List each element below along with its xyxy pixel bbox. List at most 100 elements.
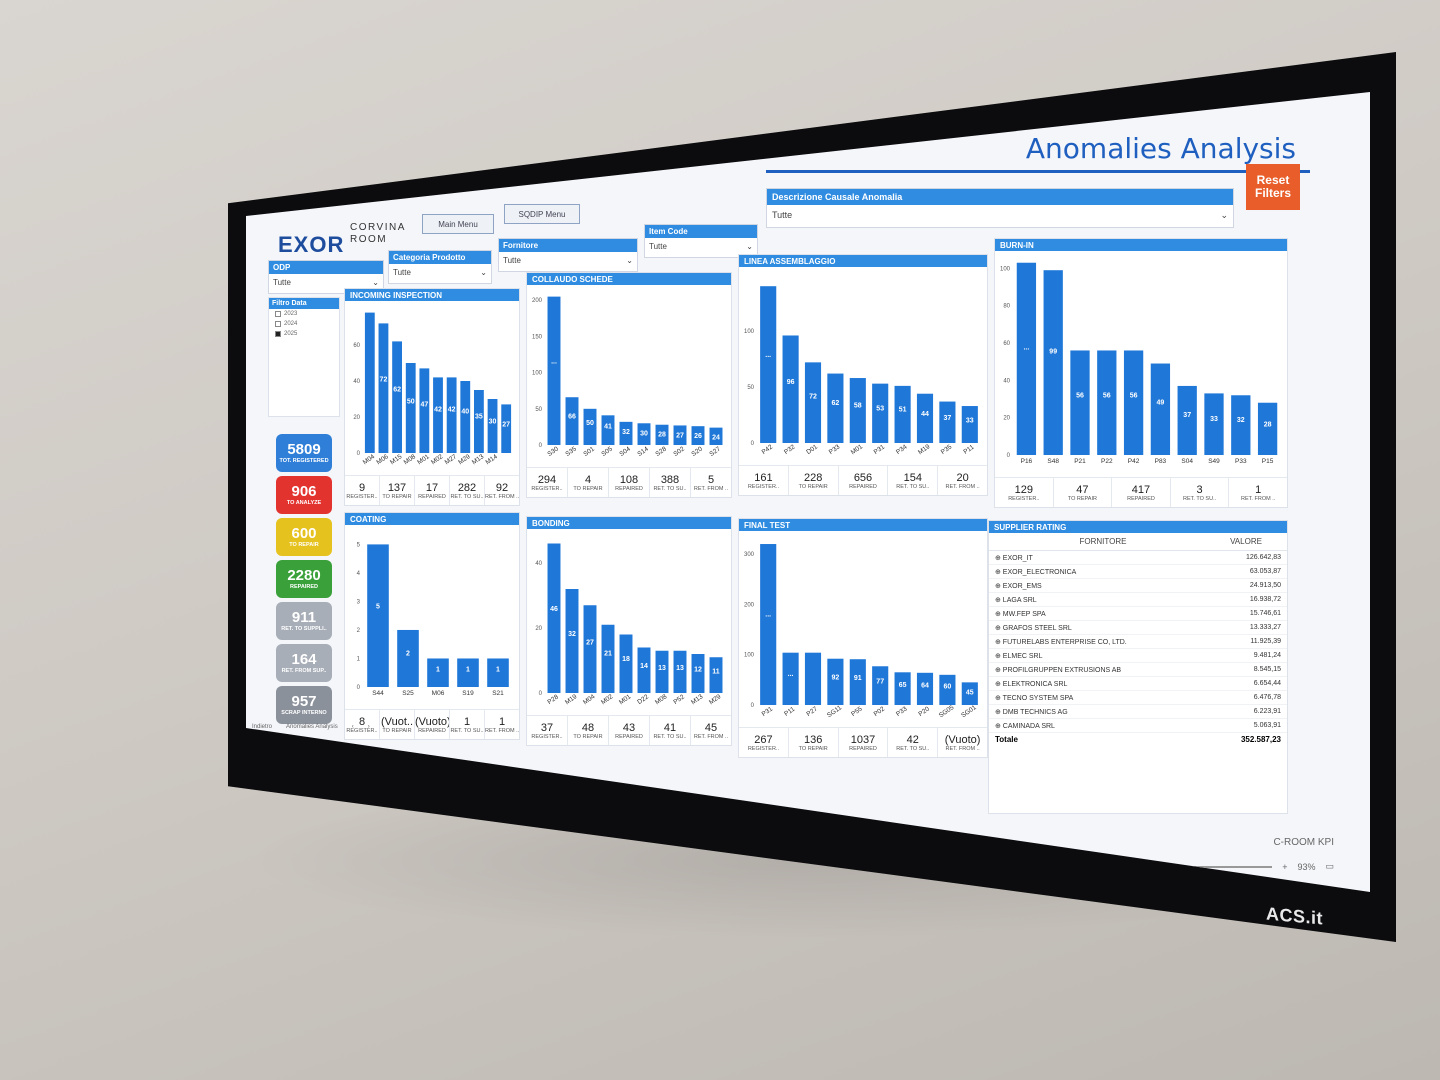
bar — [367, 544, 389, 687]
supplier-name: ⊕ MW.FEP SPA — [995, 610, 1046, 618]
filter-categoria[interactable]: Categoria Prodotto Tutte ⌄ — [388, 250, 492, 284]
supplier-value: 16.938,72 — [1249, 596, 1281, 603]
stat-cell: 5 RET. FROM .. — [691, 468, 731, 497]
stat-cell: 20 RET. FROM .. — [938, 466, 987, 495]
table-row[interactable]: ⊕ ELEKTRONICA SRL 6.654,44 — [989, 677, 1287, 691]
table-row[interactable]: ⊕ PROFILGRUPPEN EXTRUSIONS AB 8.545,15 — [989, 663, 1287, 677]
supplier-rating-header: FORNITORE VALORE — [989, 533, 1287, 551]
bar — [619, 421, 633, 445]
year-item[interactable]: 2025 — [269, 329, 339, 339]
bar — [782, 652, 799, 705]
reset-filters-button[interactable]: Reset Filters — [1246, 164, 1300, 210]
table-row[interactable]: ⊕ FUTURELABS ENTERPRISE CO, LTD. 11.925,3… — [989, 635, 1287, 649]
stat-value: 9 — [358, 481, 366, 494]
kpi-value: 5809 — [287, 441, 321, 458]
bar-value-label: ... — [765, 352, 771, 359]
next-page-icon[interactable]: › — [367, 724, 370, 730]
y-tick-label: 20 — [353, 415, 360, 421]
bar — [939, 674, 956, 705]
back-link[interactable]: Indietro — [252, 724, 273, 730]
x-tick-label: P34 — [895, 443, 909, 456]
bar — [583, 605, 597, 693]
filter-descrizione[interactable]: Descrizione Causale Anomalia Tutte ⌄ — [766, 188, 1234, 228]
stat-value: 43 — [622, 721, 636, 734]
supplier-name: ⊕ ELMEC SRL — [995, 652, 1043, 660]
x-tick-label: S28 — [654, 445, 668, 458]
kpi-value: 911 — [291, 609, 317, 626]
bar-value-label: 99 — [1049, 348, 1057, 355]
zoom-slider[interactable] — [1192, 865, 1273, 868]
bar — [637, 423, 651, 445]
table-row[interactable]: ⊕ MW.FEP SPA 15.746,61 — [989, 607, 1287, 621]
kpi-label: RET. TO SUPPLI.. — [281, 626, 327, 632]
table-row[interactable]: ⊕ DMB TECHNICS AG 6.223,91 — [989, 705, 1287, 719]
table-row[interactable]: ⊕ CAMINADA SRL 5.063,91 — [989, 719, 1287, 733]
y-tick-label: 40 — [353, 379, 360, 385]
y-tick-label: 150 — [532, 334, 543, 340]
table-row[interactable]: ⊕ EXOR_ELECTRONICA 63.053,87 — [989, 565, 1287, 579]
bar — [433, 377, 443, 453]
x-tick-label: M29 — [708, 693, 723, 706]
kpi-label: TOT. REGISTERED — [279, 458, 329, 464]
x-tick-label: S04 — [618, 445, 632, 458]
x-tick-label: M01 — [618, 693, 633, 706]
main-menu-button[interactable]: Main Menu — [422, 214, 494, 234]
stat-cell: 282 RET. TO SU.. — [450, 476, 485, 505]
kpi-card[interactable]: 911 RET. TO SUPPLI.. — [276, 602, 332, 640]
table-row[interactable]: ⊕ GRAFOS STEEL SRL 13.333,27 — [989, 621, 1287, 635]
table-row[interactable]: ⊕ ELMEC SRL 9.481,24 — [989, 649, 1287, 663]
fit-page-icon[interactable]: ▭ — [1325, 861, 1334, 871]
supplier-value: 5.063,91 — [1253, 722, 1281, 729]
kpi-card[interactable]: 5809 TOT. REGISTERED — [276, 434, 332, 472]
stat-label: RET. TO SU.. — [450, 493, 484, 500]
column-valore[interactable]: VALORE — [1230, 537, 1262, 546]
filter-odp[interactable]: ODP Tutte ⌄ — [268, 260, 384, 294]
bar — [709, 427, 723, 445]
sqdip-menu-button[interactable]: SQDIP Menu — [504, 204, 580, 224]
kpi-label: TO ANALYZE — [286, 500, 322, 506]
y-tick-label: 0 — [357, 451, 361, 457]
supplier-name: ⊕ FUTURELABS ENTERPRISE CO, LTD. — [995, 638, 1127, 646]
year-item[interactable]: 2024 — [269, 319, 339, 329]
filter-fornitore[interactable]: Fornitore Tutte ⌄ — [498, 238, 638, 272]
year-item[interactable]: 2023 — [269, 309, 339, 319]
panel-stats: 267 REGISTER.. 136 TO REPAIR 1037 REPAIRED 42 R… — [739, 727, 987, 757]
prev-page-icon[interactable]: ‹ — [351, 724, 354, 730]
x-tick-label: M19 — [917, 443, 932, 456]
kpi-card[interactable]: 600 TO REPAIR — [276, 518, 332, 556]
bar — [501, 404, 512, 453]
room-line-2: ROOM — [350, 234, 388, 245]
bar-value-label: 72 — [380, 377, 388, 384]
stat-cell: 136 TO REPAIR — [789, 728, 839, 757]
kpi-card[interactable]: 164 RET. FROM SUP.. — [276, 644, 332, 682]
stat-cell: 417 REPAIRED — [1112, 478, 1171, 507]
kpi-card[interactable]: 2280 REPAIRED — [276, 560, 332, 598]
kpi-label: REPAIRED — [289, 584, 318, 590]
x-tick-label: P33 — [828, 443, 842, 456]
filter-item-code-label: Item Code — [645, 225, 757, 238]
x-tick-label: M04 — [362, 453, 377, 466]
panel-linea: LINEA ASSEMBLAGGIO 0 50 100... P42 96 P32 72 D01… — [738, 254, 988, 496]
x-tick-label: S19 — [462, 690, 474, 697]
stat-cell: (Vuoto) RET. FROM .. — [938, 728, 987, 757]
stat-label: RET. FROM .. — [1241, 495, 1276, 502]
bar — [565, 589, 579, 693]
stat-value: 41 — [663, 721, 677, 734]
filter-odp-value: Tutte — [273, 278, 291, 287]
column-fornitore[interactable]: FORNITORE — [1079, 537, 1127, 546]
table-row[interactable]: ⊕ LAGA SRL 16.938,72 — [989, 593, 1287, 607]
panel-stats: 129 REGISTER.. 47 TO REPAIR 417 REPAIRED 3 RET.… — [995, 477, 1287, 507]
kpi-card[interactable]: 957 SCRAP INTERNO — [276, 686, 332, 724]
zoom-in-icon[interactable]: + — [1282, 861, 1288, 872]
kpi-card[interactable]: 906 TO ANALYZE — [276, 476, 332, 514]
bar-value-label: 91 — [854, 675, 862, 682]
filter-item-code[interactable]: Item Code Tutte ⌄ — [644, 224, 758, 258]
stat-cell: 1037 REPAIRED — [839, 728, 889, 757]
table-row[interactable]: ⊕ TECNO SYSTEM SPA 6.476,78 — [989, 691, 1287, 705]
bar — [397, 629, 419, 687]
stat-label: RET. TO SU.. — [450, 727, 484, 734]
stat-cell: 129 REGISTER.. — [995, 478, 1054, 507]
page-tab[interactable]: Anomalies Analysis — [286, 724, 338, 730]
table-row[interactable]: ⊕ EXOR_IT 126.642,83 — [989, 551, 1287, 565]
table-row[interactable]: ⊕ EXOR_EMS 24.913,50 — [989, 579, 1287, 593]
